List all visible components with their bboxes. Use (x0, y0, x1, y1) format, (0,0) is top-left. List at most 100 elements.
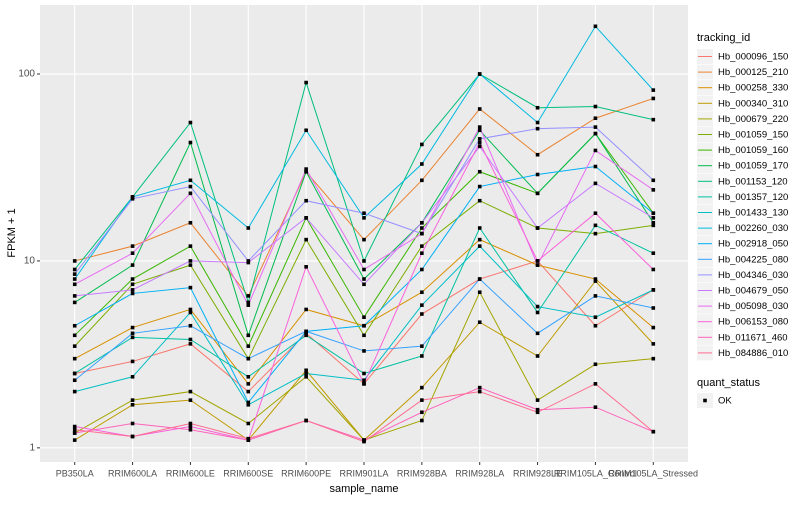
data-point (304, 374, 308, 379)
data-point (72, 300, 77, 305)
data-point (535, 354, 540, 358)
data-point (130, 434, 135, 439)
x-tick-label: RRIM600SE (223, 468, 273, 478)
data-point (72, 378, 77, 383)
data-point (362, 378, 366, 383)
data-point (593, 125, 598, 129)
legend-label: Hb_004679_050 (718, 286, 788, 297)
data-point (130, 421, 135, 426)
data-point (72, 356, 77, 361)
data-point (304, 371, 308, 376)
data-point (362, 211, 366, 216)
data-point (188, 120, 193, 125)
data-point (651, 267, 656, 272)
x-axis-title: sample_name (329, 483, 398, 495)
data-point (130, 263, 135, 267)
legend-label: Hb_001059_160 (718, 145, 788, 156)
data-point (130, 335, 135, 340)
data-point (535, 407, 540, 412)
data-point (420, 398, 424, 402)
shape-legend-title: quant_status (697, 377, 760, 389)
data-point (477, 144, 482, 149)
data-point (535, 126, 540, 131)
data-point (535, 105, 540, 110)
data-point (246, 389, 251, 394)
x-tick-label: RRIM600LA (108, 468, 157, 478)
data-point (420, 267, 424, 272)
data-point (246, 294, 251, 298)
data-point (362, 439, 366, 444)
legend-label: Hb_004346_030 (718, 270, 788, 281)
data-point (477, 385, 482, 390)
data-point (477, 237, 482, 242)
data-point (130, 325, 135, 330)
legend-label: Hb_006153_080 (718, 317, 788, 328)
legend-title: tracking_id (697, 32, 750, 44)
data-point (535, 191, 540, 196)
data-point (188, 285, 193, 290)
data-point (477, 198, 482, 203)
data-point (362, 267, 366, 272)
data-point (593, 323, 598, 328)
x-tick-label: RRIM105LA_Stressed (609, 468, 699, 478)
data-point (535, 398, 540, 402)
data-point (304, 216, 308, 220)
data-point (477, 226, 482, 230)
data-point (362, 259, 366, 263)
data-point (535, 120, 540, 125)
legend-label: Hb_000340_310 (718, 98, 788, 109)
data-point (477, 244, 482, 248)
data-point (188, 220, 193, 225)
data-point (72, 389, 77, 394)
data-point (72, 371, 77, 376)
data-point (72, 259, 77, 263)
data-point (420, 344, 424, 348)
data-point (246, 421, 251, 426)
data-point (535, 226, 540, 230)
x-tick-label: PB350LA (56, 468, 94, 478)
data-point (477, 137, 482, 141)
data-point (651, 325, 656, 330)
data-point (477, 72, 482, 76)
data-point (188, 421, 193, 426)
data-point (593, 148, 598, 153)
data-point (188, 424, 193, 429)
legend-swatch (703, 398, 707, 403)
data-point (246, 374, 251, 379)
x-tick-label: RRIM600LE (166, 468, 215, 478)
data-point (651, 188, 656, 192)
y-tick-label: 1 (29, 442, 35, 453)
data-point (651, 288, 656, 292)
data-point (535, 263, 540, 267)
data-point (130, 359, 135, 364)
data-point (246, 226, 251, 230)
data-point (246, 260, 251, 265)
x-tick-label: RRIM901LA (339, 468, 388, 478)
legend-label: OK (718, 396, 732, 407)
data-point (72, 282, 77, 287)
legend-label: Hb_002260_030 (718, 223, 788, 234)
data-point (72, 424, 77, 429)
data-point (246, 436, 251, 441)
data-point (246, 356, 251, 361)
data-point (362, 349, 366, 353)
data-point (651, 220, 656, 225)
data-point (304, 128, 308, 133)
data-point (420, 220, 424, 225)
data-point (246, 300, 251, 305)
data-point (651, 251, 656, 255)
data-point (593, 211, 598, 216)
y-axis-title: FPKM + 1 (6, 208, 18, 257)
data-point (72, 277, 77, 281)
data-point (188, 191, 193, 196)
data-point (477, 107, 482, 111)
data-point (72, 438, 77, 442)
data-point (651, 216, 656, 220)
data-point (130, 331, 135, 336)
data-point (593, 181, 598, 186)
x-tick-label: RRIM928LA (455, 468, 504, 478)
legend-label: Hb_001433_130 (718, 208, 788, 219)
y-tick-label: 10 (24, 256, 36, 267)
data-point (651, 117, 656, 122)
